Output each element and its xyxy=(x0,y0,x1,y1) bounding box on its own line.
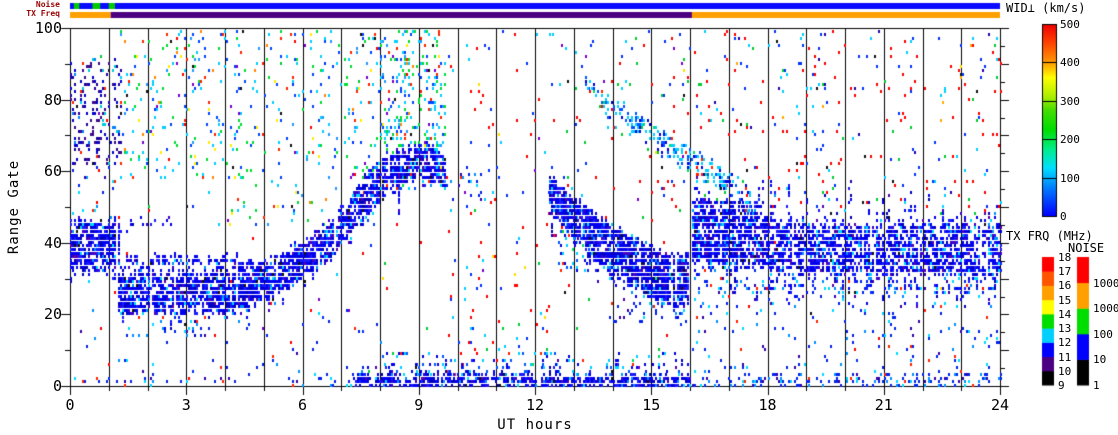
noise-colorbar-tick-label: 1 xyxy=(1093,379,1100,392)
wid-colorbar-tick-label: 500 xyxy=(1060,18,1080,31)
x-tick-label: 0 xyxy=(65,396,75,414)
y-tick-label: 100 xyxy=(34,19,62,37)
noise-colorbar-title: NOISE xyxy=(1068,241,1105,255)
noise-strip-label: Noise xyxy=(35,0,60,9)
txfrq-colorbar-title: TX FRQ (MHz) xyxy=(1006,229,1093,243)
wid-colorbar-tick-label: 0 xyxy=(1060,210,1067,223)
x-axis-title: UT hours xyxy=(497,417,573,433)
y-tick-label: 0 xyxy=(52,377,62,395)
noise-colorbar-tick-label: 1000 xyxy=(1093,302,1118,316)
wid-colorbar-title: WID⊥ (km/s) xyxy=(1006,1,1086,15)
wid-colorbar-tick-label: 200 xyxy=(1060,133,1080,147)
x-tick-label: 3 xyxy=(181,396,191,414)
txfreq-strip-label: TX Freq xyxy=(26,9,60,18)
noise-colorbar-tick-label: 100 xyxy=(1093,327,1113,341)
txfrq-colorbar-tick-label: 18 xyxy=(1058,251,1072,264)
txfrq-colorbar-tick-label: 11 xyxy=(1058,350,1072,364)
txfrq-colorbar-tick-label: 17 xyxy=(1058,265,1072,279)
x-tick-label: 21 xyxy=(874,396,893,414)
y-tick-label: 40 xyxy=(43,233,62,252)
txfrq-colorbar-tick-label: 14 xyxy=(1058,307,1072,321)
wid-colorbar-tick-label: 100 xyxy=(1060,171,1080,185)
txfrq-colorbar-tick-label: 13 xyxy=(1058,322,1072,336)
x-tick-label: 9 xyxy=(414,396,424,414)
wid-colorbar-tick-label: 300 xyxy=(1060,94,1080,108)
x-tick-label: 15 xyxy=(642,396,661,414)
txfrq-colorbar-tick-label: 10 xyxy=(1058,364,1072,378)
x-tick-label: 18 xyxy=(758,396,777,414)
txfrq-colorbar-tick-label: 16 xyxy=(1058,279,1072,293)
x-tick-label: 6 xyxy=(297,396,308,414)
y-tick-label: 60 xyxy=(43,162,62,181)
y-tick-label: 20 xyxy=(43,305,62,324)
wid-colorbar-tick-label: 400 xyxy=(1060,56,1080,70)
txfrq-colorbar-tick-label: 15 xyxy=(1058,293,1072,307)
x-tick-label: 12 xyxy=(525,396,545,414)
noise-colorbar-tick-label: 10 xyxy=(1093,353,1107,367)
y-tick-label: 80 xyxy=(43,90,62,109)
y-axis-title: Range Gate xyxy=(6,159,22,255)
txfrq-colorbar-tick-label: 12 xyxy=(1058,336,1072,350)
noise-colorbar-tick-label: 10000 xyxy=(1093,276,1118,290)
txfrq-colorbar-tick-label: 9 xyxy=(1058,379,1065,392)
x-tick-label: 24 xyxy=(990,396,1010,414)
